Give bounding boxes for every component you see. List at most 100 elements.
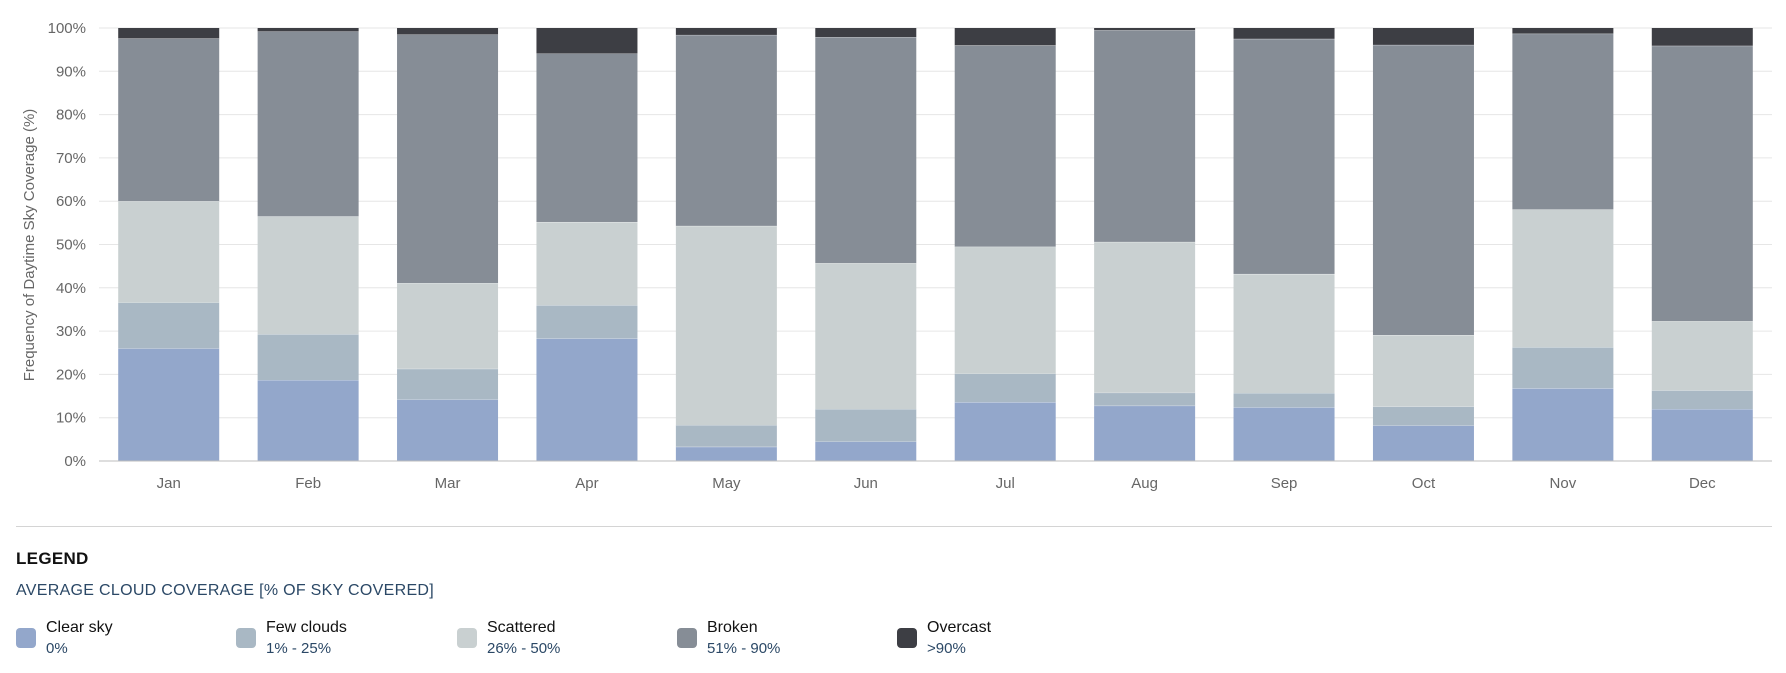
legend-item-range: 51% - 90% xyxy=(707,640,781,657)
bar-segment-broken xyxy=(675,34,777,226)
bar-segment-few-clouds xyxy=(1512,347,1614,389)
y-tick-label: 50% xyxy=(56,237,86,254)
bar-segment-overcast xyxy=(675,28,777,35)
bar-segment-few-clouds xyxy=(954,373,1056,403)
y-tick-label: 100% xyxy=(48,20,86,37)
bar-segment-few-clouds xyxy=(1233,393,1335,408)
x-tick-label: Dec xyxy=(1689,475,1716,492)
y-axis-label: Frequency of Daytime Sky Coverage (%) xyxy=(21,109,38,382)
legend-item-range: 26% - 50% xyxy=(487,640,561,657)
x-tick-label: Mar xyxy=(435,475,461,492)
bar-segment-clear-sky xyxy=(397,399,499,461)
bar-segment-scattered xyxy=(257,216,359,335)
bar-segment-broken xyxy=(1372,44,1474,335)
bar-segment-broken xyxy=(954,45,1056,247)
bar-segment-scattered xyxy=(1651,321,1753,391)
y-tick-label: 90% xyxy=(56,63,86,80)
bar-stack-oct xyxy=(1372,28,1474,461)
bar-segment-overcast xyxy=(536,28,638,54)
bar-segment-few-clouds xyxy=(1651,390,1753,410)
x-tick-label: Apr xyxy=(575,475,598,492)
bars xyxy=(118,28,1753,461)
legend-item-name: Few clouds xyxy=(266,619,347,636)
bar-segment-scattered xyxy=(1512,209,1614,348)
bar-stack-feb xyxy=(257,28,359,461)
bar-segment-broken xyxy=(397,34,499,284)
bar-segment-scattered xyxy=(675,225,777,426)
bar-segment-clear-sky xyxy=(1372,425,1474,461)
bar-stack-aug xyxy=(1094,28,1196,461)
bar-segment-scattered xyxy=(1372,334,1474,407)
legend-item-name: Clear sky xyxy=(46,619,113,636)
legend-swatch-scattered xyxy=(457,628,477,648)
y-tick-label: 70% xyxy=(56,150,86,167)
bar-segment-broken xyxy=(257,31,359,217)
bar-segment-overcast xyxy=(1651,28,1753,46)
legend-item-name: Scattered xyxy=(487,619,556,636)
bar-segment-few-clouds xyxy=(397,368,499,400)
bar-segment-broken xyxy=(1233,38,1335,274)
bar-segment-few-clouds xyxy=(536,305,638,339)
legend-subtitle: AVERAGE CLOUD COVERAGE [% OF SKY COVERED… xyxy=(16,582,435,599)
y-axis-tick-labels: 0% 10% 20% 30% 40% 50% 60% 70% 80% 90% 100% xyxy=(48,20,86,470)
bar-segment-overcast xyxy=(1094,28,1196,31)
legend-swatch-overcast xyxy=(897,628,917,648)
bar-segment-few-clouds xyxy=(675,425,777,447)
bar-segment-scattered xyxy=(954,246,1056,374)
stacked-bar-chart: 0% 10% 20% 30% 40% 50% 60% 70% 80% 90% 100% Freque… xyxy=(21,20,1772,492)
bar-segment-scattered xyxy=(118,201,220,303)
bar-stack-sep xyxy=(1233,28,1335,461)
legend-item-name: Broken xyxy=(707,619,758,636)
bar-segment-clear-sky xyxy=(257,380,359,461)
legend-item-name: Overcast xyxy=(927,619,992,636)
bar-segment-clear-sky xyxy=(1512,388,1614,461)
bar-segment-few-clouds xyxy=(118,302,220,349)
bar-segment-few-clouds xyxy=(1372,406,1474,426)
bar-segment-broken xyxy=(536,53,638,222)
x-tick-label: Nov xyxy=(1550,475,1577,492)
bar-stack-apr xyxy=(536,28,638,461)
x-axis-tick-labels: Jan Feb Mar Apr May Jun Jul Aug Sep Oct Nov Dec xyxy=(157,475,1717,492)
x-tick-label: Aug xyxy=(1131,475,1158,492)
bar-segment-overcast xyxy=(954,28,1056,46)
bar-segment-overcast xyxy=(118,28,220,39)
x-tick-label: Feb xyxy=(295,475,321,492)
y-tick-label: 30% xyxy=(56,323,86,340)
bar-segment-scattered xyxy=(536,221,638,306)
bar-segment-broken xyxy=(815,37,917,264)
legend-swatch-clear-sky xyxy=(16,628,36,648)
bar-segment-scattered xyxy=(397,283,499,369)
y-tick-label: 10% xyxy=(56,410,86,427)
y-tick-label: 20% xyxy=(56,366,86,383)
legend-swatch-few-clouds xyxy=(236,628,256,648)
gridlines xyxy=(99,27,1772,419)
legend-swatch-broken xyxy=(677,628,697,648)
bar-segment-broken xyxy=(118,38,220,202)
bar-segment-few-clouds xyxy=(815,409,917,442)
bar-stack-jan xyxy=(118,28,220,461)
x-tick-label: Jul xyxy=(996,475,1015,492)
bar-segment-clear-sky xyxy=(1651,409,1753,461)
legend-divider xyxy=(16,526,1772,527)
bar-stack-dec xyxy=(1651,28,1753,461)
x-tick-label: Jun xyxy=(854,475,878,492)
bar-segment-clear-sky xyxy=(815,441,917,461)
bar-segment-broken xyxy=(1651,45,1753,322)
bar-segment-overcast xyxy=(1512,28,1614,34)
bar-segment-overcast xyxy=(257,28,359,32)
legend-item-range: 1% - 25% xyxy=(266,640,332,657)
x-tick-label: Sep xyxy=(1271,475,1298,492)
y-tick-label: 60% xyxy=(56,193,86,210)
bar-segment-overcast xyxy=(1372,28,1474,45)
y-tick-label: 80% xyxy=(56,107,86,124)
bar-segment-few-clouds xyxy=(1094,392,1196,406)
bar-stack-may xyxy=(675,28,777,461)
bar-segment-scattered xyxy=(815,263,917,410)
bar-segment-clear-sky xyxy=(1233,407,1335,461)
legend-title: LEGEND xyxy=(16,549,89,568)
x-tick-label: Oct xyxy=(1412,475,1436,492)
legend-item-range: 0% xyxy=(46,640,68,657)
bar-segment-scattered xyxy=(1233,273,1335,394)
bar-segment-clear-sky xyxy=(1094,405,1196,461)
bar-segment-broken xyxy=(1512,33,1614,210)
